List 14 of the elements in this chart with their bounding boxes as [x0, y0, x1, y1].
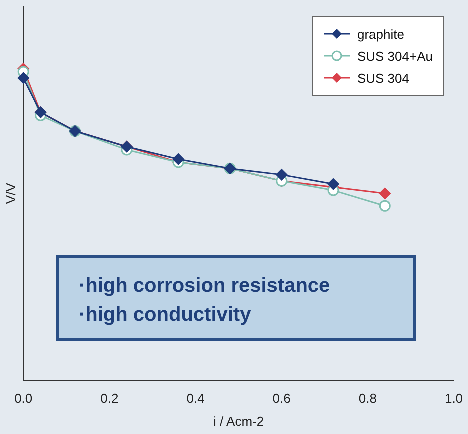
legend-label: graphite: [357, 26, 404, 42]
legend-label: SUS 304: [357, 70, 410, 86]
x-tick-label: 0.4: [186, 391, 205, 406]
legend-label: SUS 304+Au: [357, 48, 433, 64]
x-tick-label: 0.6: [272, 391, 291, 406]
x-tick-label: 0.8: [358, 391, 377, 406]
annotation: ·high corrosion resistance: [79, 274, 332, 299]
annotation: ·high conductivity: [79, 303, 252, 328]
x-tick-label: 1.0: [444, 391, 464, 406]
x-tick-label: 0.2: [100, 391, 119, 406]
y-axis-title: V/V: [3, 182, 18, 204]
text-box: ·high corrosion resistance ·high conductivity: [56, 255, 416, 341]
x-tick-label: 0.0: [14, 391, 33, 406]
x-axis-title: i / Acm-2: [214, 414, 264, 429]
